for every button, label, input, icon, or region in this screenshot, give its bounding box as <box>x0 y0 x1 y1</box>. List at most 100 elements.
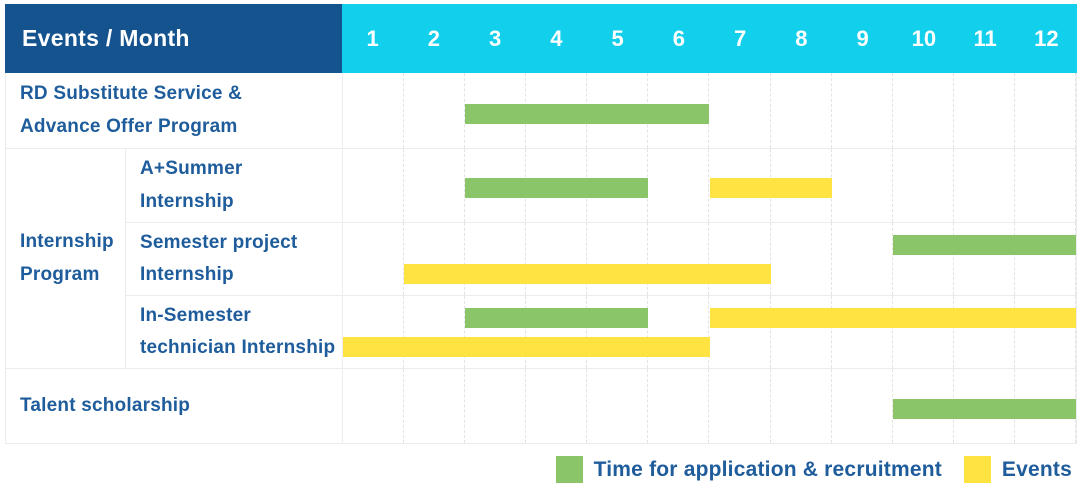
grid-cell <box>343 369 405 443</box>
month-header-cell: 8 <box>795 25 808 51</box>
legend-swatch-recruitment <box>555 456 583 483</box>
grid-cell <box>709 369 771 443</box>
month-header-strip: 1 2 3 4 5 6 7 8 9 10 11 12 <box>342 4 1077 73</box>
header-events-month-cell: Events / Month <box>5 4 342 73</box>
grid-cell <box>587 369 649 443</box>
grid-cell <box>465 223 527 295</box>
grid-cell <box>771 296 832 368</box>
grid-cell <box>465 296 527 368</box>
month-header-cell: 6 <box>672 25 685 51</box>
grid-cell <box>526 369 588 443</box>
row-label: A+Summer Internship <box>126 149 343 222</box>
grid-cell <box>404 73 466 148</box>
grid-cell <box>771 369 832 443</box>
table-header-row: Events / Month 1 2 3 4 5 6 7 8 9 10 11 12 <box>5 4 1077 73</box>
grid-cell <box>587 223 649 295</box>
month-header-cell: 7 <box>734 25 747 51</box>
grid-cell <box>709 73 771 148</box>
row-timeline <box>343 149 1076 222</box>
grid-cell <box>893 149 954 222</box>
month-header-cell: 3 <box>489 25 502 51</box>
month-header-cell: 1 <box>366 25 379 51</box>
grid-cell <box>343 296 405 368</box>
legend: Time for application & recruitment Events <box>0 456 1072 483</box>
grid-cell <box>832 73 893 148</box>
grid-cell <box>404 223 466 295</box>
grid-cell <box>954 296 1015 368</box>
grid-cell <box>526 223 588 295</box>
legend-item-event: Events <box>963 456 1072 483</box>
grid-cell <box>832 223 893 295</box>
legend-swatch-event <box>963 456 991 483</box>
grid-cell <box>832 369 893 443</box>
row-label: Semester project Internship <box>126 223 343 295</box>
grid-cell <box>893 296 954 368</box>
grid-cell <box>404 369 466 443</box>
row-label: In-Semester technician Internship <box>126 296 343 368</box>
group-label: Internship Program <box>6 149 126 368</box>
gantt-bar-event <box>709 178 832 199</box>
gantt-bar-recruitment <box>892 398 1076 419</box>
month-header-cell: 4 <box>550 25 563 51</box>
row-timeline <box>343 73 1076 148</box>
grid-cell <box>648 223 710 295</box>
grid-cell <box>526 296 588 368</box>
grid-cell <box>343 73 405 148</box>
month-header-cell: 11 <box>973 25 997 51</box>
row-timeline <box>343 369 1076 443</box>
gantt-bar-recruitment <box>465 308 649 328</box>
grid-cell <box>832 296 893 368</box>
gantt-row: A+Summer Internship <box>126 149 1076 222</box>
grid-cell <box>404 149 466 222</box>
grid-cell <box>709 223 771 295</box>
group-block: Internship Program A+Summer Internship Sem… <box>6 148 1076 368</box>
grid-cell <box>709 296 771 368</box>
row-label: RD Substitute Service & Advance Offer Pr… <box>6 73 343 148</box>
month-header-cell: 10 <box>911 25 937 51</box>
legend-label: Time for application & recruitment <box>593 457 942 481</box>
grid-cell <box>587 296 649 368</box>
month-header-cell: 12 <box>1034 25 1059 51</box>
grid-cell <box>404 296 466 368</box>
events-table: Events / Month 1 2 3 4 5 6 7 8 9 10 11 12 RD Substi… <box>5 4 1077 444</box>
grid-cell <box>1015 73 1076 148</box>
month-header-cell: 5 <box>611 25 624 51</box>
grid-cell <box>893 223 954 295</box>
grid-cell <box>1015 149 1076 222</box>
grid-cell <box>954 149 1015 222</box>
grid-cell <box>648 296 710 368</box>
grid-cell <box>832 149 893 222</box>
grid-cell <box>771 73 832 148</box>
grid-cell <box>465 369 527 443</box>
grid-cell <box>648 149 710 222</box>
row-timeline <box>343 296 1076 368</box>
grid-cell <box>1015 296 1076 368</box>
gantt-row: Talent scholarship <box>6 368 1076 443</box>
month-header-cell: 2 <box>427 25 440 51</box>
gantt-bar-event <box>404 264 771 284</box>
page-title: Events / Month <box>22 25 190 51</box>
gantt-row: Semester project Internship <box>126 222 1076 295</box>
gantt-row: RD Substitute Service & Advance Offer Pr… <box>6 73 1076 148</box>
grid-cell <box>648 369 710 443</box>
grid-cell <box>343 149 405 222</box>
grid-cell <box>1015 223 1076 295</box>
table-body: RD Substitute Service & Advance Offer Pr… <box>5 73 1077 444</box>
grid-cell <box>893 73 954 148</box>
grid-cell <box>343 223 405 295</box>
row-label: Talent scholarship <box>6 369 343 443</box>
grid-cell <box>771 223 832 295</box>
month-header-cell: 9 <box>856 25 869 51</box>
legend-item-recruitment: Time for application & recruitment <box>555 456 942 483</box>
gantt-bar-recruitment <box>465 103 710 124</box>
grid-cell <box>954 223 1015 295</box>
row-timeline <box>343 223 1076 295</box>
grid-cell <box>954 73 1015 148</box>
legend-label: Events <box>1001 457 1072 481</box>
gantt-bar-event <box>343 337 710 357</box>
group-subrows: A+Summer Internship Semester project Inte… <box>126 149 1076 368</box>
gantt-row: In-Semester technician Internship <box>126 295 1076 368</box>
gantt-bar-event <box>709 308 1076 328</box>
gantt-bar-recruitment <box>465 178 649 199</box>
